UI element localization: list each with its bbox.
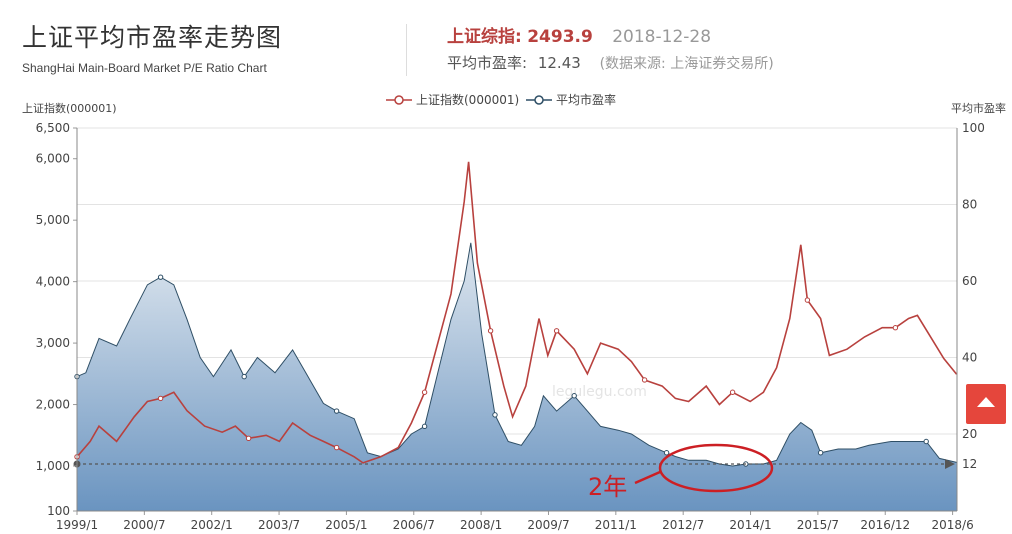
x-tick-label: 2000/7 <box>123 518 165 532</box>
pe-point <box>923 438 929 445</box>
x-tick-label: 2005/1 <box>325 518 367 532</box>
pe-reference-arrow-icon <box>945 459 955 469</box>
left-tick-label: 6,500 <box>36 121 70 135</box>
right-tick-label: 80 <box>962 198 977 212</box>
x-tick-label: 2009/7 <box>527 518 569 532</box>
pe-value: 12.43 <box>537 54 581 72</box>
index-point <box>553 328 560 334</box>
index-point <box>245 435 252 442</box>
pe-point <box>817 450 824 456</box>
axis-layer: 100 1,000 2,000 3,000 4,000 5,000 6,000 6,500 12… <box>36 121 985 532</box>
x-tick-label: 2002/1 <box>191 518 233 532</box>
left-tick-label: 3,000 <box>36 336 70 350</box>
index-label: 上证综指: <box>447 27 522 47</box>
index-point <box>487 328 494 334</box>
right-tick-label: 12 <box>962 457 977 471</box>
header-divider <box>406 24 407 76</box>
left-tick-label: 1,000 <box>36 459 70 473</box>
right-tick-label: 100 <box>962 121 985 135</box>
watermark-text: legulegu.com <box>552 384 647 400</box>
data-source: (数据来源: 上海证券交易所) <box>599 56 774 72</box>
x-tick-label: 2006/7 <box>393 518 435 532</box>
index-point <box>804 297 811 303</box>
x-tick-label: 2016/12 <box>860 518 910 532</box>
pe-area <box>77 242 957 512</box>
page-title: 上证平均市盈率走势图 <box>22 23 283 52</box>
index-point <box>892 325 899 331</box>
right-tick-label: 60 <box>962 274 977 288</box>
legend-pe-label[interactable]: 平均市盈率 <box>556 92 616 107</box>
x-tick-label: 2011/1 <box>595 518 637 532</box>
left-tick-label: 100 <box>47 504 70 518</box>
left-tick-label: 2,000 <box>36 398 70 412</box>
arrow-up-icon <box>977 397 995 407</box>
annotation-ellipse <box>658 443 774 493</box>
pe-point <box>157 274 164 280</box>
x-tick-label: 2015/7 <box>797 518 839 532</box>
left-tick-label: 5,000 <box>36 213 70 227</box>
right-tick-label: 40 <box>962 351 977 365</box>
annotation-layer: 2年 <box>588 443 774 501</box>
left-tick-label: 6,000 <box>36 152 70 166</box>
left-tick-label: 4,000 <box>36 275 70 289</box>
x-tick-label: 2008/1 <box>460 518 502 532</box>
pe-point <box>492 412 498 418</box>
x-tick-label: 1999/1 <box>56 518 98 532</box>
page-subtitle: ShangHai Main-Board Market P/E Ratio Cha… <box>22 61 267 75</box>
stats-panel: 上证综指: 2493.9 2018-12-28 平均市盈率: 12.43 (数据… <box>447 22 774 73</box>
pe-point <box>241 373 247 380</box>
legend-index-marker <box>394 95 404 105</box>
index-value: 2493.9 <box>527 27 593 47</box>
pe-point <box>571 393 577 399</box>
legend-index-label[interactable]: 上证指数(000001) <box>416 92 519 107</box>
legend[interactable]: 上证指数(000001) 平均市盈率 <box>386 92 616 107</box>
right-tick-label: 20 <box>962 427 977 441</box>
pe-line <box>76 242 957 467</box>
annotation-label: 2年 <box>588 473 627 501</box>
scroll-to-top-button[interactable] <box>966 384 1006 424</box>
index-point <box>729 389 736 395</box>
right-axis-title: 平均市盈率 <box>951 101 1006 115</box>
index-stat-row: 上证综指: 2493.9 2018-12-28 <box>447 22 774 47</box>
grid-layer <box>77 127 957 435</box>
index-point <box>421 389 428 395</box>
pe-point <box>333 408 340 414</box>
index-point <box>333 444 340 451</box>
x-tick-label: 2003/7 <box>258 518 300 532</box>
index-line <box>76 161 958 464</box>
annotation-pointer <box>634 470 661 485</box>
pe-stat-row: 平均市盈率: 12.43 (数据来源: 上海证券交易所) <box>447 52 774 73</box>
data-date: 2018-12-28 <box>612 27 712 47</box>
pe-label: 平均市盈率: <box>447 54 528 72</box>
index-point <box>157 395 164 402</box>
index-point <box>641 377 648 383</box>
pe-point <box>663 450 670 456</box>
line-layer <box>73 161 958 469</box>
pe-point <box>421 423 428 430</box>
x-tick-label: 2018/6 <box>931 518 973 532</box>
pe-area-layer <box>77 242 957 512</box>
x-tick-label: 2014/1 <box>729 518 771 532</box>
x-tick-label: 2012/7 <box>662 518 704 532</box>
left-axis-title: 上证指数(000001) <box>22 101 117 115</box>
legend-pe-marker <box>534 95 544 105</box>
